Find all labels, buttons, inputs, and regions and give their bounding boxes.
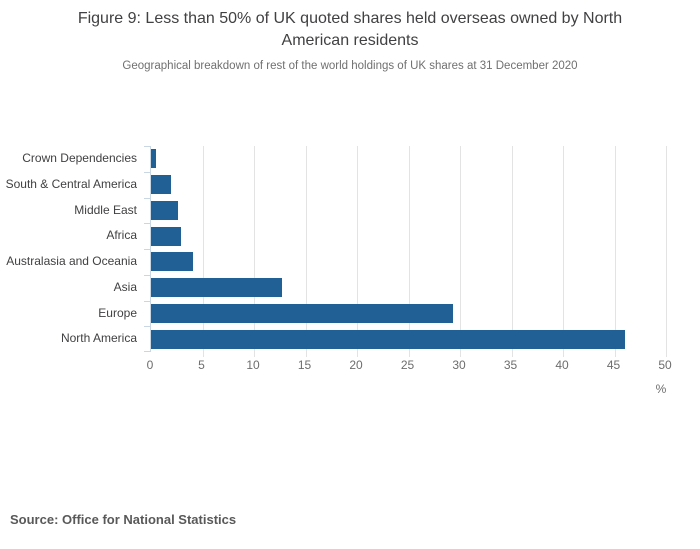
y-axis-tick [144, 351, 151, 352]
y-axis-tick [144, 146, 151, 147]
category-label: Africa [106, 228, 137, 243]
gridline [305, 146, 307, 357]
x-tick-label: 10 [246, 358, 260, 372]
x-tick-label: 45 [606, 358, 621, 372]
gridline [202, 146, 204, 357]
y-axis-tick [144, 197, 151, 199]
category-label: North America [60, 331, 137, 346]
figure-subtitle: Geographical breakdown of rest of the wo… [122, 60, 578, 72]
y-axis-tick [144, 300, 151, 302]
y-axis-tick [144, 326, 151, 328]
bar-north-america [151, 329, 625, 349]
y-axis-tick [144, 249, 151, 250]
x-tick-label: 0 [146, 358, 154, 372]
bar-chart: Crown Dependencies South & Central Americ… [0, 146, 700, 406]
gridline [614, 146, 616, 357]
figure-title: Figure 9: Less than 50% of UK quoted sha… [77, 10, 623, 49]
gridline [563, 146, 564, 357]
y-axis-tick [144, 171, 151, 173]
x-tick-label: 15 [297, 358, 312, 372]
category-label: Asia [113, 279, 137, 294]
gridline [460, 146, 461, 357]
x-tick-label: 5 [198, 358, 205, 372]
category-label: Europe [98, 305, 137, 320]
category-label: South & Central America [5, 176, 137, 191]
category-label: Australasia and Oceania [6, 254, 137, 268]
bar-asia [151, 278, 282, 298]
y-axis-tick [144, 274, 151, 276]
bar-south-central-america [151, 175, 171, 195]
x-tick-label: 50 [658, 358, 672, 372]
x-tick-label: 20 [349, 358, 363, 372]
bar-australasia-and-oceania [151, 252, 194, 272]
x-tick-label: 35 [503, 358, 518, 372]
y-axis-tick [144, 223, 151, 225]
gridline [666, 146, 667, 357]
x-tick-label: 30 [452, 358, 466, 372]
bar-middle-east [151, 200, 178, 220]
x-axis-unit-label: % [655, 382, 667, 396]
bar-crown-dependencies [151, 149, 157, 169]
category-label: Middle East [74, 202, 137, 217]
x-tick-label: 40 [555, 358, 569, 372]
category-label: Crown Dependencies [22, 151, 137, 165]
gridline [357, 146, 358, 357]
bar-africa [151, 226, 181, 246]
plot-area [144, 146, 667, 357]
source-note: Source: Office for National Statistics [10, 512, 237, 527]
gridline [254, 146, 255, 357]
x-tick-label: 25 [400, 358, 415, 372]
bar-europe [151, 303, 453, 323]
gridline [408, 146, 410, 357]
gridline [511, 146, 513, 357]
